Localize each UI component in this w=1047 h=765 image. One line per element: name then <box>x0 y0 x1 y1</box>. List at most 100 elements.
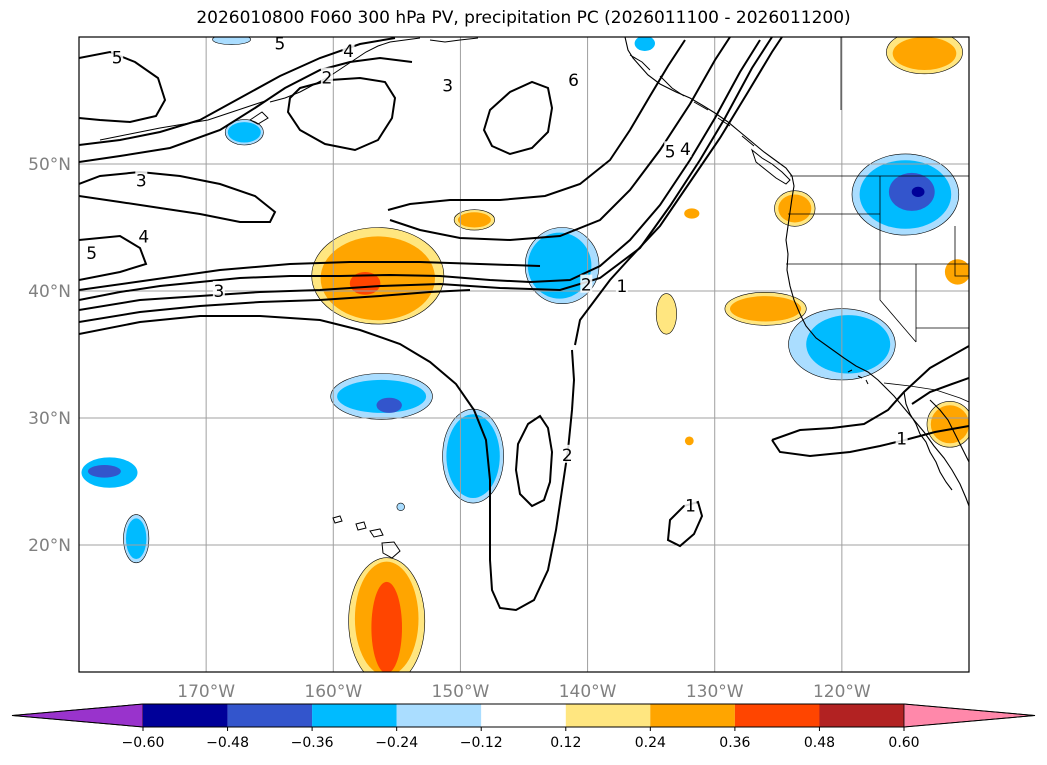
channel-islands <box>847 369 869 385</box>
contour-label-halo <box>137 226 150 245</box>
contour-label: 4 <box>680 140 691 160</box>
longitude-label: 120°W <box>813 682 871 702</box>
gulf-of-california-east-coastline <box>929 399 969 463</box>
contour-label: 1 <box>685 497 696 517</box>
colorbar-tick-label: −0.60 <box>122 735 165 751</box>
coastlines <box>99 37 969 559</box>
precip-anomaly-region <box>227 122 261 143</box>
colorbar-segment <box>819 704 904 727</box>
contour-label-halo <box>85 242 98 261</box>
contour-label: 3 <box>442 76 453 96</box>
longitude-label: 140°W <box>559 682 617 702</box>
precip-anomaly-region <box>892 37 957 70</box>
contour-label: 6 <box>568 71 579 91</box>
hawaii-oahu <box>355 521 367 531</box>
hawaii-maui <box>369 528 384 538</box>
contour-label-halo <box>615 275 628 294</box>
precip-anomaly-region <box>87 465 121 478</box>
contour-label-halo <box>320 67 333 86</box>
contour-label: 5 <box>112 48 123 68</box>
pv-contour-3-jet-upper <box>79 39 761 301</box>
contour-label-halo <box>111 47 124 66</box>
longitude-label: 150°W <box>432 682 490 702</box>
precip-anomaly-region <box>457 212 491 228</box>
colorbar-segment <box>143 704 228 727</box>
contour-label-halo <box>342 40 355 59</box>
contour-label: 2 <box>562 446 573 466</box>
montana-border <box>954 226 969 277</box>
colorbar-tick-label: 0.60 <box>888 735 919 751</box>
colorbar-segment <box>481 704 566 727</box>
colorbar-tick-label: 0.36 <box>719 735 750 751</box>
contour-label: 4 <box>138 227 149 247</box>
contour-label: 3 <box>213 282 224 302</box>
colorbar-tick-label: −0.36 <box>291 735 334 751</box>
contour-label-halo <box>441 75 454 94</box>
precip-anomaly-region <box>371 581 402 672</box>
alaska-panhandle-islands <box>629 54 755 147</box>
pv-contour-jet-5 <box>79 289 471 323</box>
longitude-label: 130°W <box>686 682 744 702</box>
colorbar-tick-label: −0.12 <box>460 735 503 751</box>
colorbar-segment <box>734 704 820 727</box>
contour-label-halo <box>567 70 580 89</box>
latitude-label: 40°N <box>28 282 71 302</box>
contour-label-halo <box>684 495 697 514</box>
contour-label-halo <box>135 170 148 189</box>
contour-label: 1 <box>616 277 627 297</box>
colorbar-tick-label: 0.48 <box>804 735 835 751</box>
colorbar-extend-high <box>903 703 1036 728</box>
contour-label: 2 <box>581 276 592 296</box>
precip-anomaly-region <box>806 315 891 374</box>
contour-label: 2 <box>322 69 333 89</box>
graticule <box>79 37 969 672</box>
pv-contour-2-closed-low <box>514 414 554 508</box>
colorbar-extend-low <box>11 703 144 728</box>
pv-contour-1-trough <box>574 37 783 346</box>
colorbar-tick-label: −0.24 <box>375 735 418 751</box>
vancouver-island <box>750 148 791 185</box>
aleutian-islands <box>99 99 269 141</box>
pv-contour-1-east-lower <box>771 425 969 458</box>
pv-contour-jet-upper-2 <box>387 39 686 211</box>
pv-contour-4-north <box>79 56 413 163</box>
precip-anomaly-region <box>634 37 655 51</box>
contour-label-halo <box>561 444 574 463</box>
precip-anomaly-region <box>446 414 500 498</box>
latitude-labels: 50°N 40°N 30°N 20°N <box>28 155 71 556</box>
colorbar-segment <box>227 704 313 727</box>
baja-california-coastline <box>903 391 953 491</box>
precip-anomaly-region <box>944 259 969 285</box>
hawaii-kauai <box>332 515 343 524</box>
colorbar-tick-label: −0.48 <box>206 735 249 751</box>
precip-anomaly-region <box>730 296 802 322</box>
latitude-label: 30°N <box>28 409 71 429</box>
pv-contour-2-aleutian-low <box>286 76 397 152</box>
precip-anomaly-region <box>655 293 677 335</box>
colorbar-tick-label: 0.12 <box>550 735 581 751</box>
contour-label: 5 <box>86 244 97 264</box>
political-borders <box>786 37 969 403</box>
pv-contour-1-east <box>771 345 969 441</box>
colorbar-tick-label: 0.24 <box>635 735 666 751</box>
pv-contour-2-jet-south <box>79 315 576 612</box>
pv-contour-loop-east <box>911 377 969 405</box>
colorbar: −0.60 −0.48 −0.36 −0.24 −0.12 0.12 0.24 0.36 0.4… <box>11 703 1036 751</box>
pv-contour-3-jet-lower <box>79 261 541 291</box>
contour-label: 4 <box>343 42 354 62</box>
longitude-labels: 170°W 160°W 150°W 140°W 130°W 120°W <box>177 682 871 702</box>
kodiak-island <box>249 111 269 125</box>
longitude-label: 170°W <box>177 682 235 702</box>
precip-anomaly-region <box>376 397 402 413</box>
longitude-label: 160°W <box>304 682 362 702</box>
pv-contour-6-high <box>482 80 554 156</box>
contour-label-halo <box>580 274 593 293</box>
contour-label-halo <box>212 281 225 299</box>
precip-anomaly-region <box>337 379 427 413</box>
colorbar-segment <box>565 704 651 727</box>
precip-anomaly-region <box>349 272 381 295</box>
precip-anomaly-region <box>778 194 812 223</box>
